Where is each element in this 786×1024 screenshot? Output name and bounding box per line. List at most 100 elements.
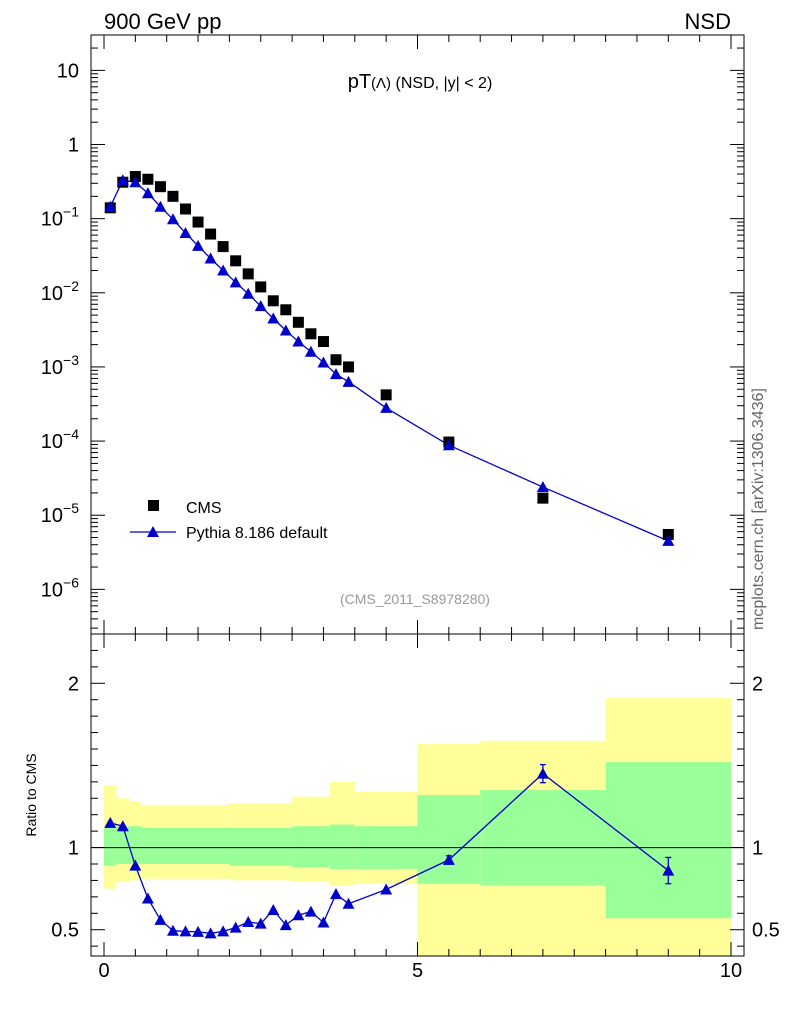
ratio-tick-labels: 0.5 0.5 1 1 2 2 0 5 10	[51, 673, 780, 982]
ratio-point	[342, 897, 355, 909]
side-label: mcplots.cern.ch [arXiv:1306.3436]	[750, 388, 767, 630]
ratio-band-inner	[417, 795, 481, 884]
ratio-uncertainty-bands	[104, 698, 731, 956]
ratio-y-tick-label: 1	[68, 838, 79, 860]
cms-point	[280, 304, 292, 316]
cms-point	[180, 203, 192, 215]
x-tick-label: 0	[98, 960, 109, 982]
ratio-point	[662, 864, 675, 876]
pythia-series-line	[109, 179, 669, 542]
main-frame	[90, 34, 745, 635]
ratio-band-inner	[141, 827, 230, 864]
x-tick-label: 10	[720, 960, 742, 982]
header-left: 900 GeV pp	[104, 9, 221, 34]
ratio-point	[217, 925, 230, 937]
ratio-point	[329, 888, 342, 900]
ratio-band-inner	[480, 790, 606, 886]
cms-series-points	[104, 171, 674, 540]
cms-point	[230, 255, 242, 267]
pythia-point	[179, 227, 192, 239]
ratio-point	[179, 925, 192, 937]
ratio-band-inner	[292, 826, 330, 868]
ratio-band-inner	[129, 826, 142, 864]
pythia-point	[129, 176, 142, 188]
main-y-tick-label: 10−5	[41, 500, 79, 527]
ratio-series-line	[110, 772, 669, 934]
ratio-band-inner	[605, 762, 731, 919]
ratio-band-inner	[229, 827, 293, 866]
pythia-point	[380, 401, 393, 413]
x-tick-label: 5	[412, 960, 423, 982]
pythia-point	[329, 368, 342, 380]
ratio-y-tick-label: 0.5	[51, 920, 79, 942]
ratio-axis-ticks	[91, 634, 744, 956]
legend: CMS Pythia 8.186 default	[130, 500, 328, 542]
ratio-point	[254, 917, 267, 929]
ratio-series-points	[104, 767, 675, 939]
cms-point	[205, 228, 217, 240]
ratio-point	[242, 915, 255, 927]
ratio-point	[129, 859, 142, 871]
pythia-point	[104, 200, 117, 212]
main-axis-ticks	[91, 34, 744, 634]
ratio-y-tick-label-right: 0.5	[752, 920, 780, 942]
ratio-panel: 0.5 0.5 1 1 2 2 0 5 10 Ratio to CMS	[23, 633, 780, 982]
cms-point	[192, 216, 204, 228]
main-y-tick-label: 10−4	[41, 426, 79, 453]
cms-point	[217, 241, 229, 253]
cms-point	[255, 281, 267, 293]
ratio-point	[292, 909, 305, 921]
main-y-tick-label: 10−6	[41, 574, 79, 601]
cms-point	[242, 268, 254, 280]
pythia-point	[204, 252, 217, 264]
pythia-point	[292, 335, 305, 347]
ratio-point	[442, 853, 455, 865]
pythia-point	[254, 300, 267, 312]
ratio-point	[317, 916, 330, 928]
ratio-point	[192, 925, 205, 937]
ratio-point	[304, 905, 317, 917]
cms-point	[305, 328, 317, 340]
pythia-point	[662, 534, 675, 546]
pythia-point	[154, 200, 167, 212]
cms-point	[292, 316, 304, 328]
pythia-point	[116, 174, 129, 186]
main-y-tick-label: 10−1	[41, 204, 79, 231]
cms-point	[537, 492, 549, 504]
pythia-point	[141, 187, 154, 199]
ratio-point	[104, 816, 117, 828]
main-panel: 10−6 10−5 10−4 10−3 10−2 10−1 1 10 pT(Λ) (NSD, …	[41, 34, 745, 635]
ratio-point	[166, 924, 179, 936]
cms-point	[330, 354, 342, 366]
cms-point	[167, 190, 179, 202]
legend-cms-label: CMS	[186, 500, 222, 517]
pythia-point	[317, 356, 330, 368]
pythia-point	[342, 375, 355, 387]
pythia-point	[242, 287, 255, 299]
ratio-point	[267, 904, 280, 915]
cms-point	[317, 336, 329, 348]
ratio-point	[536, 767, 549, 779]
cms-point	[343, 361, 355, 373]
pythia-point	[536, 481, 549, 493]
ratio-y-axis-label: Ratio to CMS	[23, 753, 39, 836]
ratio-point	[141, 892, 154, 904]
ratio-point	[279, 919, 292, 931]
pythia-point	[267, 312, 280, 324]
ratio-y-tick-label-right: 2	[752, 673, 763, 695]
ratio-point	[204, 927, 217, 939]
pythia-series-points	[104, 174, 675, 546]
main-y-tick-label: 1	[68, 135, 79, 157]
legend-cms-marker	[148, 500, 159, 511]
ratio-band-inner	[104, 827, 117, 866]
pythia-point	[192, 239, 205, 251]
pythia-point	[229, 276, 242, 288]
ratio-point	[154, 913, 167, 925]
ratio-point	[116, 820, 129, 832]
cms-point	[142, 173, 154, 185]
main-y-tick-labels: 10−6 10−5 10−4 10−3 10−2 10−1 1 10	[41, 60, 79, 601]
cms-point	[154, 181, 166, 193]
pythia-point	[166, 213, 179, 225]
ratio-band-inner	[116, 826, 130, 864]
